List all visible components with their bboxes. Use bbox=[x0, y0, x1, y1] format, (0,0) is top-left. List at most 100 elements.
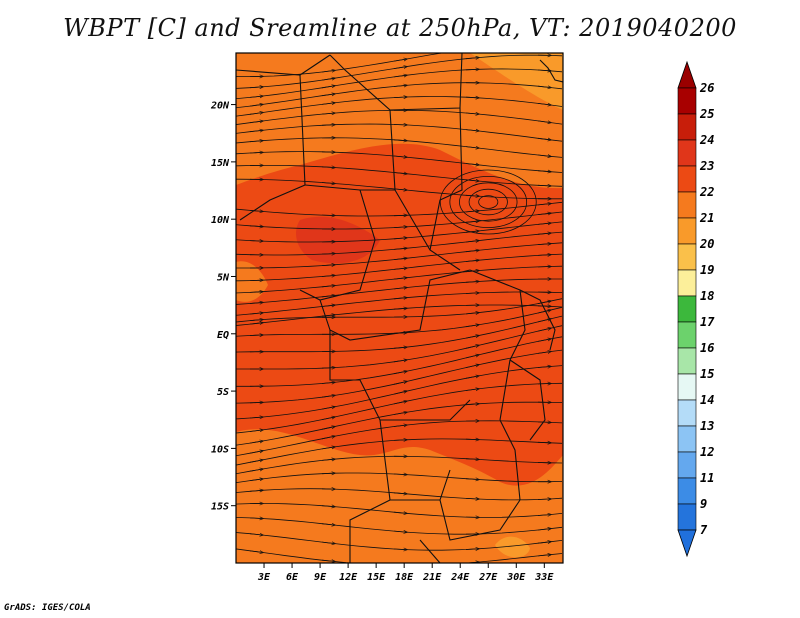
streamline-arrow bbox=[393, 371, 406, 375]
streamline-arrow bbox=[537, 121, 550, 123]
colorbar-label: 7 bbox=[700, 523, 708, 537]
streamline-arrow bbox=[465, 130, 478, 131]
streamline-arrow bbox=[465, 58, 478, 59]
lat-tick-label: 5N bbox=[217, 272, 230, 283]
streamline-arrow bbox=[393, 278, 406, 279]
streamline-arrow bbox=[466, 48, 478, 50]
map-title: WBPT [C] and Sreamline at 250hPa, VT: 20… bbox=[63, 14, 737, 42]
colorbar-label: 23 bbox=[699, 159, 714, 173]
streamline-arrow bbox=[321, 427, 334, 430]
streamline-arrow bbox=[537, 223, 550, 224]
colorbar-segment bbox=[677, 321, 697, 349]
lon-tick-label: 15E bbox=[367, 572, 386, 583]
streamline-arrow bbox=[537, 319, 550, 323]
streamline-arrow bbox=[321, 560, 334, 561]
lat-tick-label: 5S bbox=[217, 387, 229, 398]
colorbar-label: 13 bbox=[700, 419, 714, 433]
wbpt-field-22-north bbox=[236, 53, 563, 189]
streamline-arrow bbox=[465, 260, 478, 261]
streamline-arrow bbox=[393, 140, 406, 141]
colorbar-segment bbox=[677, 295, 697, 323]
colorbar-label: 21 bbox=[699, 211, 714, 225]
lon-tick-label: 3E bbox=[257, 572, 271, 583]
streamline-arrow bbox=[393, 474, 406, 475]
streamline-arrow bbox=[249, 141, 262, 142]
streamline-arrow bbox=[465, 293, 478, 294]
lon-tick-label: 18E bbox=[395, 572, 414, 583]
lon-tick-label: 21E bbox=[422, 572, 442, 583]
streamline-arrow bbox=[249, 210, 262, 211]
streamline-arrow bbox=[465, 325, 478, 327]
streamline-arrow bbox=[249, 518, 262, 519]
streamline-arrow bbox=[321, 447, 334, 450]
streamline-arrow bbox=[321, 542, 334, 543]
colorbar-segment bbox=[677, 451, 697, 479]
lon-tick-label: 12E bbox=[339, 572, 358, 583]
streamline-arrow bbox=[537, 442, 550, 443]
streamline-arrow bbox=[465, 498, 478, 499]
streamline-arrow bbox=[321, 417, 334, 420]
colorbar-label: 14 bbox=[700, 393, 714, 407]
country-borders bbox=[236, 53, 563, 563]
streamline-group bbox=[236, 48, 563, 563]
colorbar-segment bbox=[677, 113, 697, 141]
streamline-arrow bbox=[393, 85, 406, 86]
streamline-arrow bbox=[537, 213, 550, 214]
streamline-arrow bbox=[321, 286, 334, 287]
streamline-arrow bbox=[321, 103, 334, 105]
streamline-arrow bbox=[393, 360, 406, 362]
lon-tick-label: 6E bbox=[286, 572, 299, 583]
streamline-arrow bbox=[249, 96, 262, 97]
streamline-arrow bbox=[537, 86, 550, 87]
streamline-arrow bbox=[393, 298, 406, 299]
streamline-arrow bbox=[249, 335, 262, 336]
lon-tick-label: 27E bbox=[478, 572, 498, 583]
wbpt-field-22-south bbox=[236, 429, 563, 563]
streamline-arrow bbox=[393, 512, 406, 513]
colorbar-segment bbox=[677, 373, 697, 401]
colorbar-segment bbox=[677, 347, 697, 375]
streamline-arrow bbox=[393, 549, 406, 550]
streamline-arrow bbox=[393, 382, 406, 385]
streamline-arrow bbox=[465, 282, 478, 283]
colorbar-segment bbox=[677, 269, 697, 297]
streamline-arrow bbox=[321, 436, 334, 440]
streamline-arrow bbox=[249, 441, 262, 444]
colorbar-label: 11 bbox=[700, 471, 714, 485]
streamline-arrow bbox=[537, 555, 550, 556]
streamline-arrow bbox=[393, 531, 406, 532]
streamline-arrow bbox=[249, 87, 262, 88]
streamline-eddy bbox=[449, 175, 528, 228]
streamline-arrow bbox=[393, 425, 406, 426]
grads-credit: GrADS: IGES/COLA bbox=[4, 603, 91, 613]
streamline-arrow bbox=[249, 323, 262, 324]
streamline-arrow bbox=[321, 407, 334, 410]
streamline-arrow bbox=[537, 352, 550, 354]
streamline-arrow bbox=[537, 339, 550, 342]
streamline-arrow bbox=[393, 173, 406, 174]
lon-tick-label: 33E bbox=[534, 572, 554, 583]
streamline-arrow bbox=[465, 69, 478, 70]
streamline-arrow bbox=[537, 542, 550, 543]
streamline-arrow bbox=[537, 204, 550, 205]
streamline-arrow bbox=[393, 238, 406, 239]
streamline-arrow bbox=[393, 97, 406, 98]
streamline-arrow bbox=[321, 167, 334, 168]
colorbar-label: 9 bbox=[700, 497, 707, 511]
colorbar-segment bbox=[677, 139, 697, 167]
wbpt-field-21-se bbox=[495, 536, 530, 558]
streamline-arrow bbox=[465, 459, 478, 460]
streamline-arrow bbox=[393, 493, 406, 494]
streamline-arrow bbox=[249, 113, 262, 115]
streamline-arrow bbox=[321, 506, 334, 507]
colorbar-label: 15 bbox=[700, 367, 714, 381]
streamline-arrow bbox=[537, 367, 550, 368]
streamline-arrow bbox=[249, 320, 262, 321]
streamline-arrow bbox=[249, 152, 262, 153]
colorbar-segment bbox=[677, 243, 697, 271]
streamline-arrow bbox=[465, 147, 478, 148]
colorbar-top-arrow bbox=[677, 60, 697, 89]
streamline-arrow bbox=[249, 226, 262, 227]
streamline-arrow bbox=[249, 303, 262, 304]
colorbar-label: 18 bbox=[700, 289, 714, 303]
